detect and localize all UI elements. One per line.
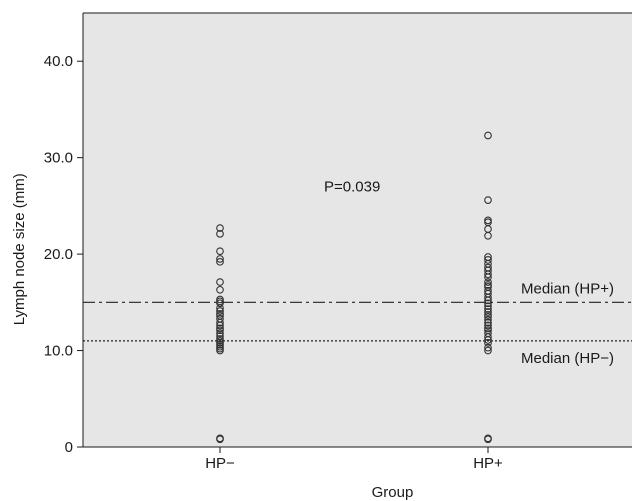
tick-labels: 0 10.0 20.0 30.0 40.0 HP− HP+	[44, 53, 503, 472]
data-point	[484, 435, 492, 444]
x-tick-label: HP−	[205, 455, 235, 472]
y-axis-title: Lymph node size (mm)	[11, 173, 28, 325]
data-point	[484, 278, 492, 286]
data-point	[216, 435, 224, 444]
data-point	[216, 299, 224, 308]
data-point	[484, 196, 492, 204]
data-point	[484, 299, 492, 308]
data-point	[216, 326, 224, 335]
data-point	[484, 318, 492, 327]
data-points	[216, 131, 492, 444]
y-tick-label: 40.0	[44, 53, 73, 70]
plot-area	[83, 13, 632, 447]
data-point	[484, 343, 492, 352]
data-point	[484, 346, 492, 355]
data-point	[216, 285, 224, 294]
data-point	[484, 305, 492, 313]
y-tick-label: 10.0	[44, 343, 73, 360]
data-point	[216, 247, 224, 256]
data-point	[216, 318, 224, 327]
data-point	[216, 230, 224, 238]
data-point	[484, 256, 492, 264]
reference-lines	[83, 301, 632, 342]
data-point	[216, 329, 224, 338]
data-point	[484, 131, 492, 140]
data-point	[216, 278, 224, 286]
data-point	[484, 308, 492, 316]
data-point	[484, 231, 492, 240]
data-point	[484, 296, 492, 305]
data-point	[484, 315, 492, 324]
data-point	[216, 321, 224, 330]
data-point	[216, 307, 224, 315]
data-point	[216, 257, 224, 266]
data-point	[484, 270, 492, 279]
median-hp-pos-label: Median (HP+)	[521, 280, 614, 297]
data-point	[484, 321, 492, 330]
data-point	[484, 312, 492, 321]
data-point	[216, 255, 224, 263]
data-point	[216, 224, 224, 232]
data-point	[484, 302, 492, 311]
data-point	[484, 336, 492, 344]
data-point	[484, 333, 492, 341]
y-tick-label: 0	[65, 439, 73, 456]
data-point	[484, 273, 492, 282]
data-point	[216, 346, 224, 355]
data-point	[484, 293, 492, 302]
median-hp-neg-label: Median (HP−)	[521, 350, 614, 367]
x-axis-title: Group	[372, 484, 414, 501]
data-point	[484, 338, 492, 347]
x-tick-label: HP+	[473, 455, 503, 472]
data-point	[216, 304, 224, 312]
y-tick-label: 30.0	[44, 150, 73, 167]
y-tick-label: 20.0	[44, 246, 73, 263]
axes	[77, 12, 632, 453]
p-value-annotation: P=0.039	[324, 179, 380, 196]
